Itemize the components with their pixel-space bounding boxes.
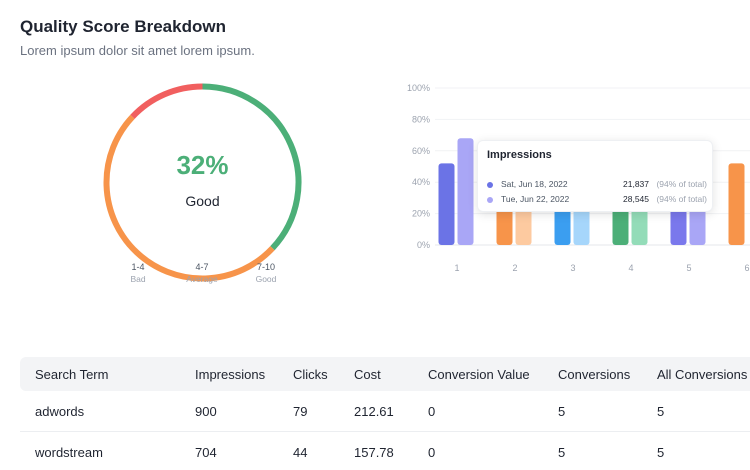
bar[interactable]	[438, 163, 455, 245]
cell-impressions: 704	[195, 445, 217, 460]
tooltip-percent: (94% of total)	[656, 194, 707, 204]
tooltip-row: Sat, Jun 18, 2022 21,837 (94% of total)	[487, 179, 707, 191]
gauge-status: Good	[185, 193, 220, 209]
scale-average: 4-7 Average	[172, 262, 232, 284]
column-header-search-term[interactable]: Search Term	[35, 367, 109, 382]
cell-all-conversions: 5	[657, 445, 665, 460]
bar[interactable]	[457, 138, 474, 245]
tooltip-percent: (94% of total)	[656, 179, 707, 189]
cell-all-conversions: 5	[657, 404, 665, 419]
table-row[interactable]: wordstream 704 44 157.78 0 5 5	[20, 432, 750, 470]
scale-good: 7-10 Good	[236, 262, 296, 284]
y-tick-label: 60%	[412, 146, 430, 156]
bar[interactable]	[728, 163, 745, 245]
x-tick-label: 4	[628, 263, 633, 273]
scale-label: Good	[255, 274, 277, 284]
column-header-cost[interactable]: Cost	[354, 367, 381, 382]
series-dot-icon	[487, 182, 493, 188]
chart-tooltip: Impressions Sat, Jun 18, 2022 21,837 (94…	[477, 140, 713, 212]
x-tick-label: 6	[744, 263, 749, 273]
x-tick-label: 5	[686, 263, 691, 273]
series-dot-icon	[487, 197, 493, 203]
tooltip-value: 21,837	[623, 179, 649, 189]
table-row[interactable]: adwords 900 79 212.61 0 5 5	[20, 391, 750, 432]
scale-range: 1-4	[131, 262, 145, 272]
cell-conversions: 5	[558, 404, 566, 419]
gauge-segment-good	[202, 83, 302, 251]
scale-label: Bad	[130, 274, 146, 284]
y-tick-label: 20%	[412, 209, 430, 219]
cell-clicks: 79	[293, 404, 308, 419]
cell-cost: 212.61	[354, 404, 394, 419]
scale-label: Average	[186, 274, 218, 284]
x-tick-label: 3	[570, 263, 575, 273]
cell-search-term: wordstream	[35, 445, 103, 460]
cell-conversion-value: 0	[428, 445, 436, 460]
gauge-value: 32%	[176, 150, 229, 180]
x-tick-label: 1	[454, 263, 459, 273]
tooltip-title: Impressions	[487, 149, 552, 161]
column-header-all-conversions[interactable]: All Conversions	[657, 367, 748, 382]
x-tick-label: 2	[512, 263, 517, 273]
y-tick-label: 40%	[412, 177, 430, 187]
cell-impressions: 900	[195, 404, 217, 419]
scale-range: 4-7	[195, 262, 209, 272]
y-tick-label: 100%	[407, 83, 430, 93]
column-header-impressions[interactable]: Impressions	[195, 367, 266, 382]
cell-clicks: 44	[293, 445, 308, 460]
scale-bad: 1-4 Bad	[108, 262, 168, 284]
column-header-conversions[interactable]: Conversions	[558, 367, 631, 382]
gauge-segment-bad	[130, 83, 203, 119]
quality-score-gauge	[103, 83, 302, 282]
card-subtitle: Lorem ipsum dolor sit amet lorem ipsum.	[20, 43, 255, 58]
cell-cost: 157.78	[354, 445, 394, 460]
column-header-clicks[interactable]: Clicks	[293, 367, 328, 382]
column-header-conversion-value[interactable]: Conversion Value	[428, 367, 530, 382]
table-header: Search Term Impressions Clicks Cost Conv…	[20, 357, 750, 391]
cell-search-term: adwords	[35, 404, 85, 419]
card-title: Quality Score Breakdown	[20, 17, 226, 36]
y-tick-label: 0%	[417, 240, 430, 250]
tooltip-date: Tue, Jun 22, 2022	[501, 194, 570, 204]
scale-range: 7-10	[256, 262, 275, 272]
cell-conversion-value: 0	[428, 404, 436, 419]
tooltip-date: Sat, Jun 18, 2022	[501, 179, 568, 189]
gauge-segment-average	[103, 114, 275, 282]
tooltip-row: Tue, Jun 22, 2022 28,545 (94% of total)	[487, 194, 707, 206]
cell-conversions: 5	[558, 445, 566, 460]
y-tick-label: 80%	[412, 114, 430, 124]
tooltip-value: 28,545	[623, 194, 649, 204]
